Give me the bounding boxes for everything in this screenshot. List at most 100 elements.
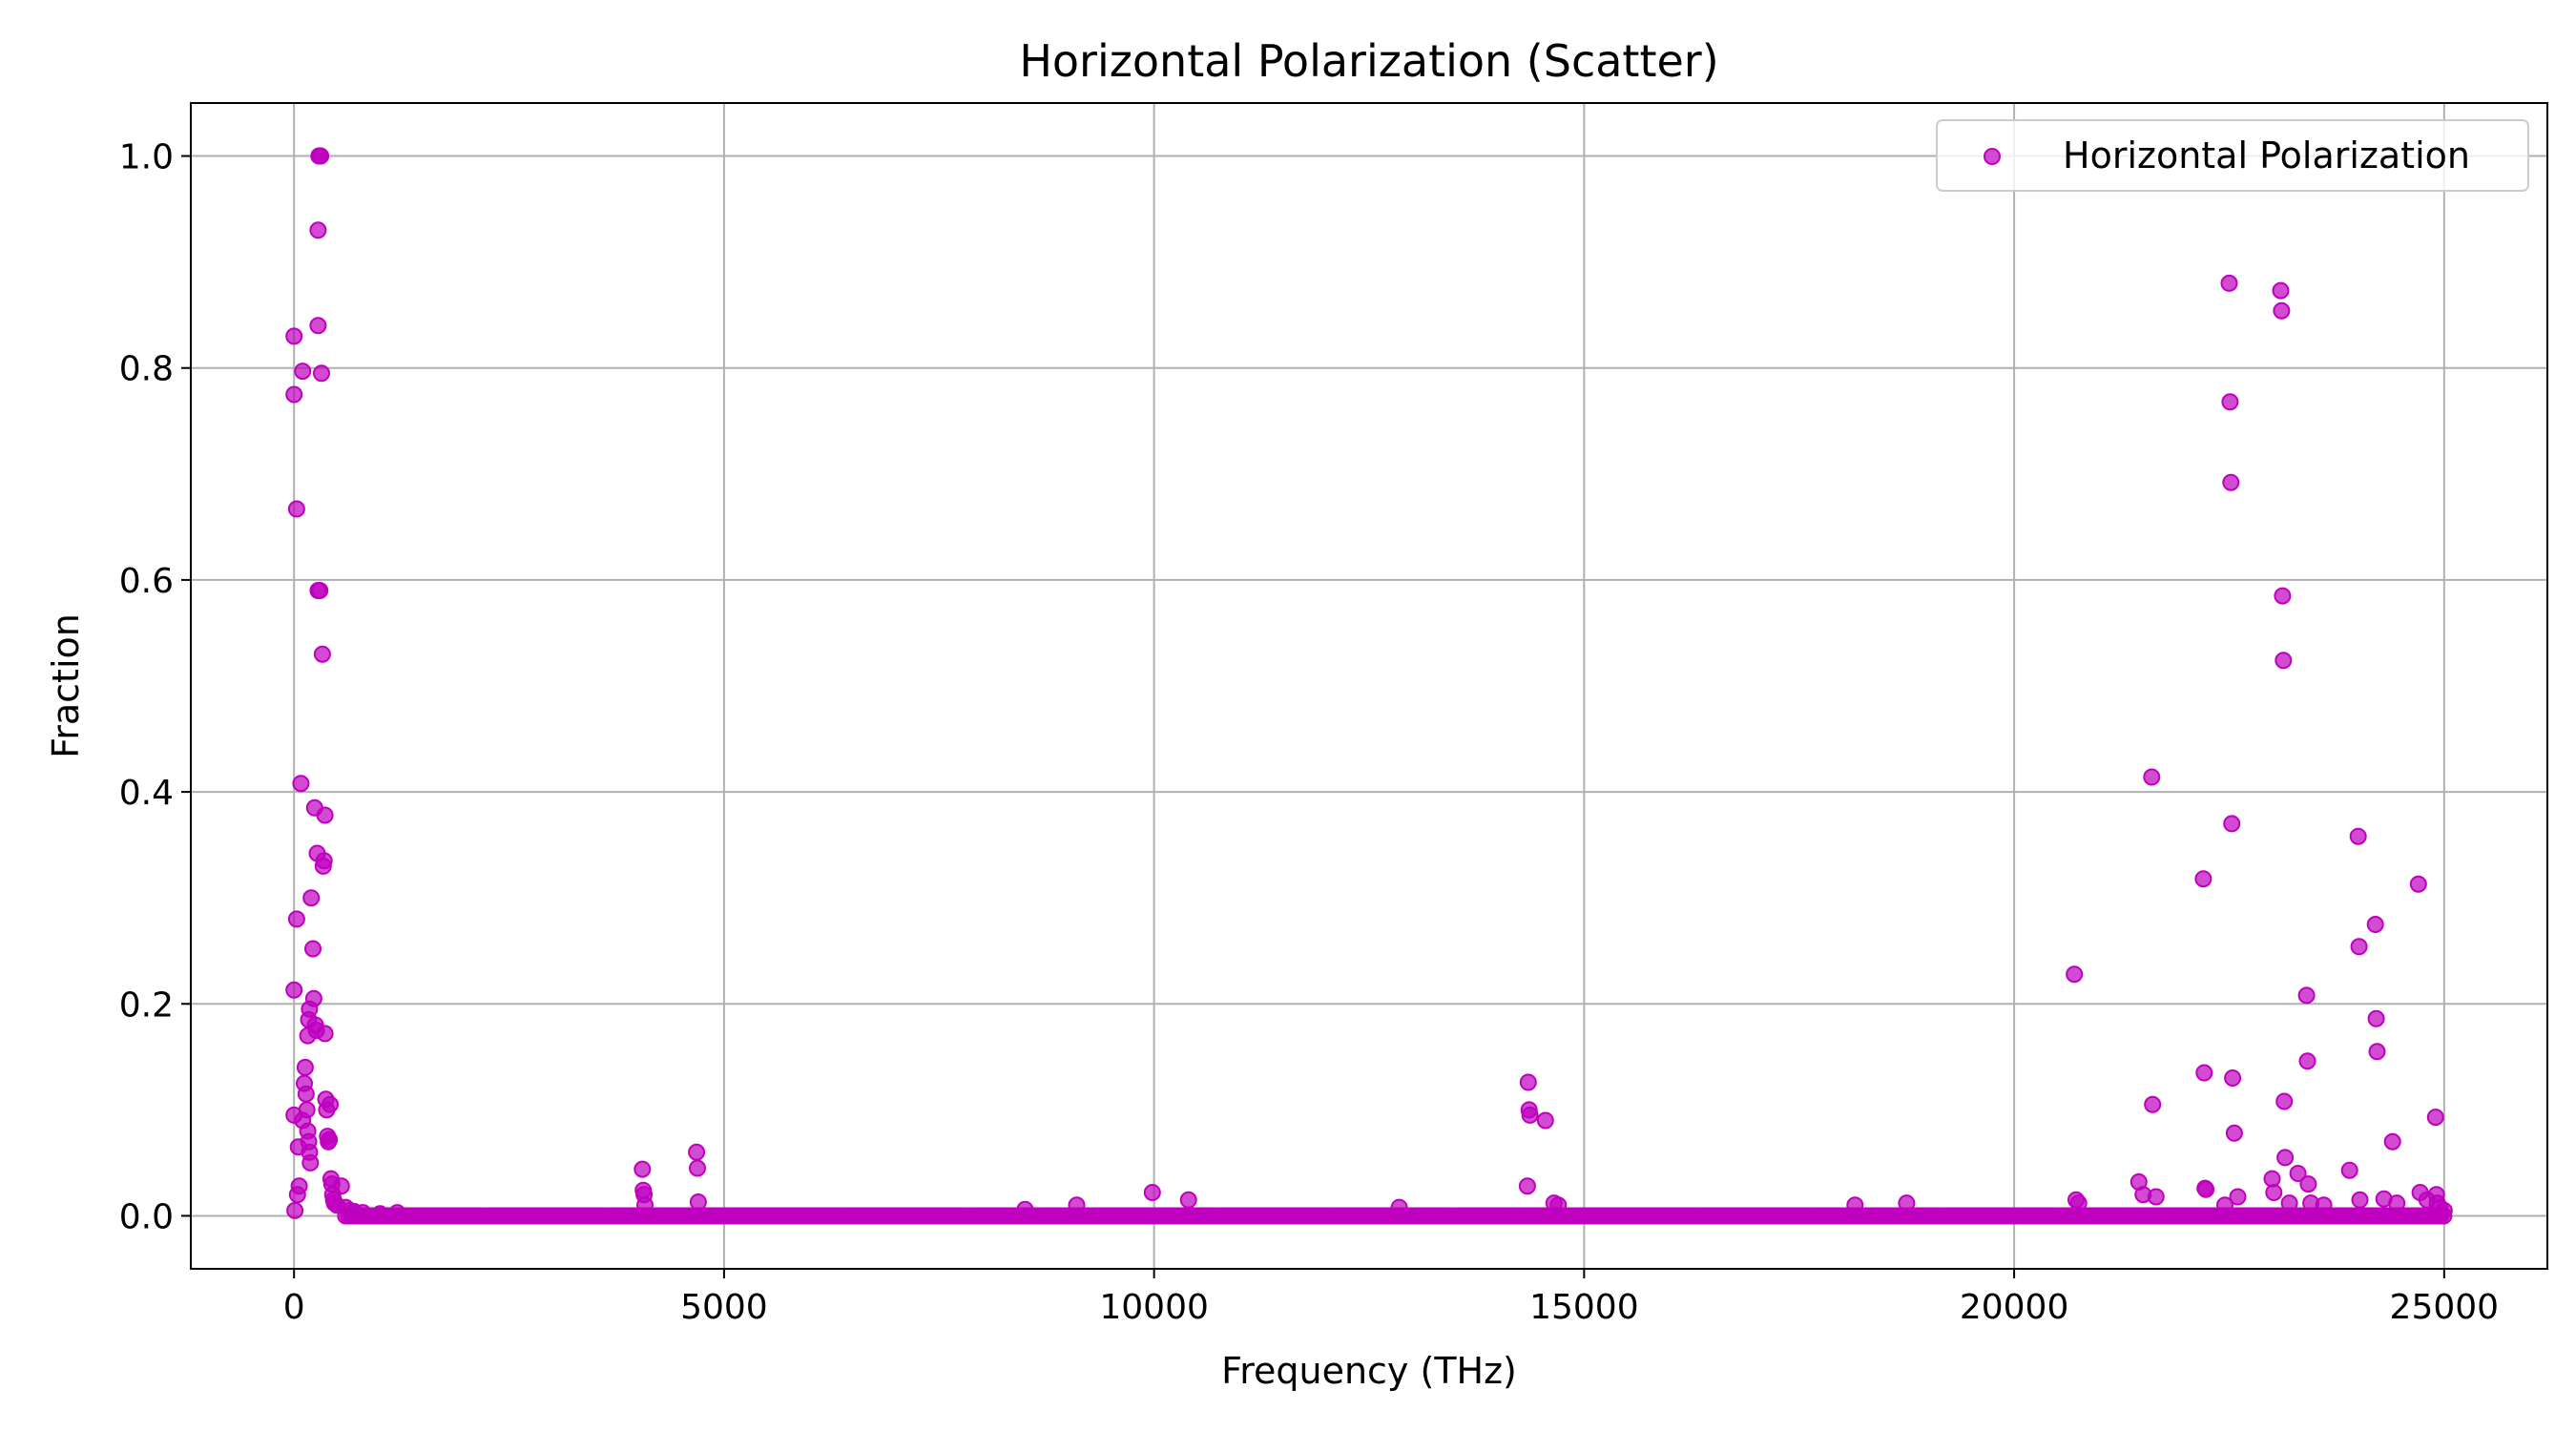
scatter-point (689, 1193, 707, 1211)
scatter-point (2069, 1194, 2088, 1213)
scatter-point (2220, 274, 2238, 292)
scatter-point (1016, 1200, 1034, 1218)
scatter-point (2388, 1194, 2406, 1213)
scatter-point (1549, 1196, 1568, 1214)
scatter-point (2298, 1052, 2316, 1070)
scatter-point (296, 1058, 314, 1076)
scatter-point (2143, 768, 2161, 786)
scatter-point (2340, 1161, 2358, 1179)
y-tick-label: 0.2 (119, 985, 174, 1025)
x-tick-label: 15000 (1529, 1288, 1639, 1327)
scatter-point (2297, 986, 2316, 1005)
scatter-point (298, 1101, 316, 1119)
scatter-point (2426, 1109, 2444, 1127)
scatter-point (2221, 393, 2239, 411)
scatter-point (1143, 1184, 1161, 1201)
scatter-point (634, 1160, 652, 1178)
scatter-point (1521, 1106, 1539, 1124)
scatter-point (311, 582, 329, 599)
scatter-point (1179, 1191, 1197, 1209)
scatter-point (2147, 1188, 2165, 1206)
scatter-point (285, 981, 303, 999)
scatter-point (302, 889, 321, 907)
scatter-point (294, 363, 312, 381)
scatter-point (2275, 1092, 2294, 1110)
scatter-point (1846, 1196, 1864, 1214)
x-axis-label: Frequency (THz) (1221, 1350, 1517, 1392)
scatter-point (285, 327, 303, 345)
plot-frame (190, 102, 2548, 1270)
scatter-point (313, 364, 330, 383)
scatter-point (2276, 1149, 2295, 1167)
x-tick-label: 25000 (2390, 1288, 2500, 1327)
scatter-point (288, 1186, 306, 1204)
y-tick-label: 0.4 (119, 774, 174, 813)
chart-title: Horizontal Polarization (Scatter) (1019, 35, 1718, 87)
scatter-point (689, 1159, 706, 1177)
ticks-layer: 0 5000 10000 15000 20000 25000 0.0 0.2 0.4 0.6 0.8… (119, 138, 2499, 1327)
x-tick-label: 10000 (1099, 1288, 1209, 1327)
scatter-point (2222, 473, 2240, 491)
x-tick-label: 20000 (1960, 1288, 2069, 1327)
scatter-point (2367, 1009, 2385, 1027)
scatter-point (2272, 281, 2290, 300)
scatter-point (388, 1204, 406, 1222)
legend-label: Horizontal Polarization (2063, 135, 2470, 176)
scatter-point (2368, 1043, 2386, 1061)
scatter-point (1518, 1177, 1536, 1195)
scatter-point (309, 317, 327, 335)
scatter-point (2229, 1188, 2247, 1206)
x-tick-label: 5000 (680, 1288, 768, 1327)
y-tick-label: 0.6 (119, 562, 174, 601)
scatter-point (2224, 1069, 2242, 1087)
scatter-point (2275, 652, 2293, 670)
scatter-point (313, 645, 331, 663)
scatter-point (636, 1196, 654, 1214)
scatter-point (2435, 1201, 2453, 1219)
scatter-point (2144, 1095, 2162, 1113)
scatter-point (287, 910, 305, 928)
scatter-point (1068, 1196, 1086, 1214)
scatter-point (2351, 1191, 2369, 1209)
scatter-point (2383, 1132, 2401, 1151)
scatter-point (2280, 1194, 2298, 1213)
scatter-point (2366, 916, 2384, 933)
scatter-point (321, 1130, 339, 1149)
scatter-point (2195, 1064, 2213, 1082)
y-tick-label: 0.0 (119, 1197, 174, 1236)
scatter-point (2274, 587, 2292, 605)
scatter-point (2223, 815, 2241, 833)
scatter-point (2197, 1180, 2215, 1198)
scatter-point (1519, 1073, 1537, 1091)
scatter-point (286, 1201, 304, 1219)
scatter-point (2299, 1175, 2317, 1193)
scatter-point (2350, 938, 2368, 956)
scatter-point (2225, 1124, 2243, 1142)
y-tick-label: 0.8 (119, 350, 174, 389)
scatter-point (297, 1085, 315, 1103)
scatter-point (2409, 875, 2427, 893)
scatter-point (287, 500, 305, 518)
x-tick-label: 0 (283, 1288, 305, 1327)
scatter-point (2315, 1196, 2333, 1214)
legend-marker (1984, 148, 2001, 165)
points-layer (285, 147, 2453, 1225)
scatter-point (312, 147, 330, 165)
legend: Horizontal Polarization (1936, 119, 2529, 192)
scatter-point (301, 1153, 320, 1172)
scatter-point (2216, 1196, 2233, 1214)
scatter-point (2066, 965, 2084, 984)
scatter-point (309, 221, 327, 239)
scatter-point (1898, 1194, 1916, 1213)
scatter-point (316, 806, 334, 824)
scatter-point (354, 1204, 372, 1222)
scatter-point (2273, 301, 2291, 320)
scatter-point (304, 940, 322, 958)
scatter-point (2349, 827, 2367, 845)
scatter-point (688, 1143, 706, 1161)
scatter-point (322, 1095, 339, 1113)
scatter-point (292, 775, 310, 793)
scatter-point (1390, 1198, 1408, 1216)
y-tick-label: 1.0 (119, 138, 174, 177)
